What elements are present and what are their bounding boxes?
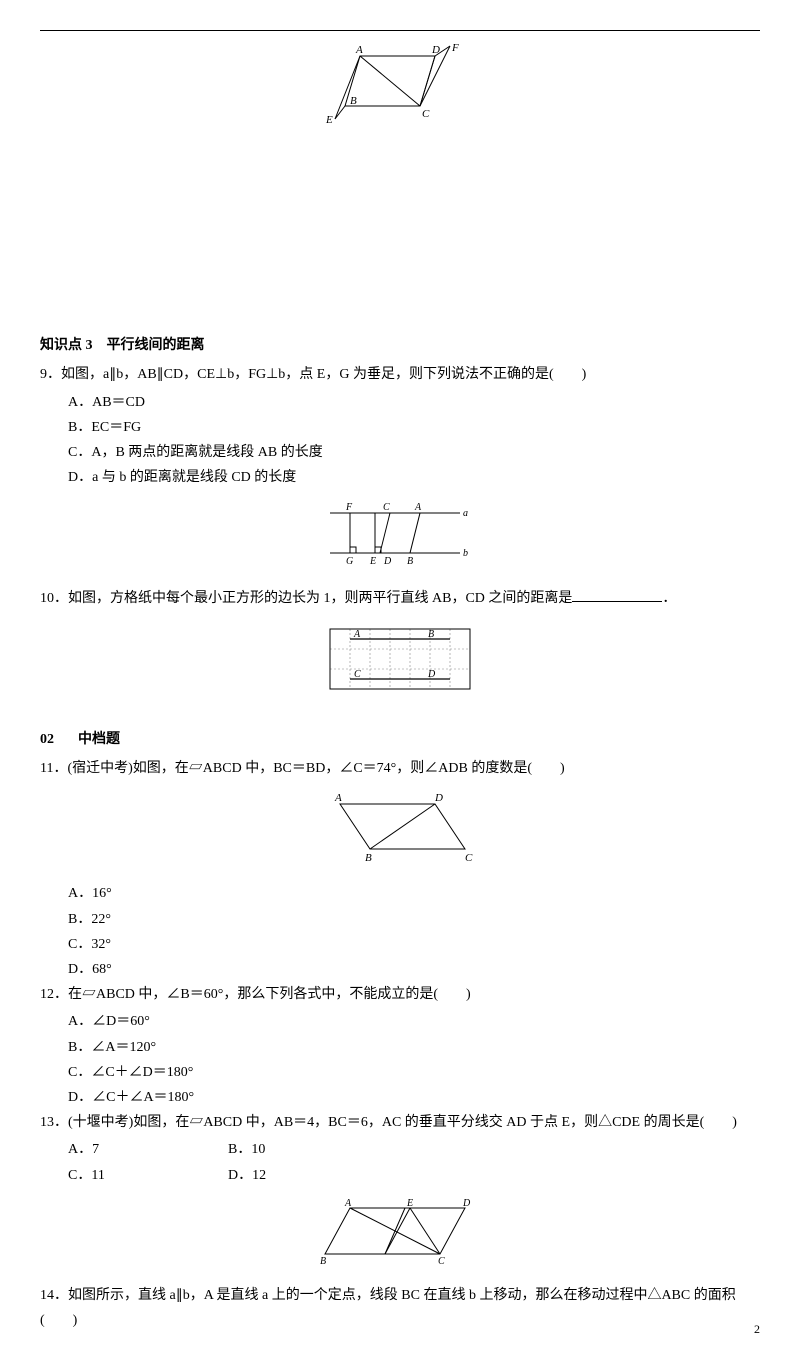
level-num: 02 bbox=[40, 732, 54, 747]
q13-opt-C: C．11 bbox=[68, 1163, 228, 1188]
q12-opt-D: D．∠C＋∠A＝180° bbox=[40, 1085, 760, 1110]
label-B: B bbox=[350, 95, 357, 107]
q12-stem: 12．在▱ABCD 中，∠B＝60°，那么下列各式中，不能成立的是( ) bbox=[40, 982, 760, 1007]
q10-stem-a: 10．如图，方格纸中每个最小正方形的边长为 1，则两平行直线 AB，CD 之间的… bbox=[40, 591, 572, 606]
label-C: C bbox=[422, 108, 430, 120]
q11-opt-B: B．22° bbox=[40, 907, 760, 932]
label-a: a bbox=[463, 508, 468, 519]
figure-q9: F C A a G E D B b bbox=[40, 498, 760, 577]
label-C: C bbox=[465, 852, 473, 864]
q10-blank bbox=[572, 588, 662, 602]
q9-stem: 9．如图，a∥b，AB∥CD，CE⊥b，FG⊥b，点 E，G 为垂足，则下列说法… bbox=[40, 362, 760, 387]
figure-q10-grid: A B C D bbox=[40, 619, 760, 713]
q9-opt-D: D．a 与 b 的距离就是线段 CD 的长度 bbox=[40, 465, 760, 490]
label-B: B bbox=[365, 852, 372, 864]
label-D: D bbox=[462, 1198, 471, 1209]
label-A: A bbox=[334, 792, 342, 804]
label-A: A bbox=[344, 1198, 352, 1209]
label-F: F bbox=[451, 42, 459, 54]
q12-opt-B: B．∠A＝120° bbox=[40, 1035, 760, 1060]
label-B: B bbox=[428, 629, 434, 640]
figure-q13: A E D B C bbox=[40, 1196, 760, 1275]
vertical-gap bbox=[40, 143, 760, 313]
q11-stem: 11．(宿迁中考)如图，在▱ABCD 中，BC＝BD，∠C＝74°，则∠ADB … bbox=[40, 756, 760, 781]
label-B: B bbox=[407, 556, 413, 567]
label-E: E bbox=[369, 556, 376, 567]
q13-opt-A: A．7 bbox=[68, 1137, 228, 1162]
label-D: D bbox=[383, 556, 392, 567]
q14-stem: 14．如图所示，直线 a∥b，A 是直线 a 上的一个定点，线段 BC 在直线 … bbox=[40, 1283, 760, 1333]
q13-opt-B: B．10 bbox=[228, 1137, 388, 1162]
q13-opt-D: D．12 bbox=[228, 1163, 388, 1188]
level-label: 中档题 bbox=[78, 732, 120, 747]
q11-opt-C: C．32° bbox=[40, 932, 760, 957]
label-E: E bbox=[406, 1198, 413, 1209]
label-D: D bbox=[431, 44, 440, 56]
label-G: G bbox=[346, 556, 353, 567]
q9-opt-B: B．EC＝FG bbox=[40, 415, 760, 440]
page-number: 2 bbox=[754, 1319, 760, 1341]
q13-opts-row2: C．11 D．12 bbox=[40, 1163, 760, 1188]
label-C: C bbox=[383, 502, 390, 513]
q9-opt-C: C．A，B 两点的距离就是线段 AB 的长度 bbox=[40, 440, 760, 465]
label-A: A bbox=[353, 629, 361, 640]
page-top-rule bbox=[40, 30, 760, 31]
label-C: C bbox=[438, 1256, 445, 1266]
label-b: b bbox=[463, 548, 468, 559]
label-A: A bbox=[355, 44, 363, 56]
q11-opt-D: D．68° bbox=[40, 957, 760, 982]
label-A: A bbox=[414, 502, 422, 513]
q10-stem: 10．如图，方格纸中每个最小正方形的边长为 1，则两平行直线 AB，CD 之间的… bbox=[40, 586, 760, 611]
q10-stem-b: ． bbox=[662, 591, 676, 606]
figure-top-parallelogram: A D F B C E bbox=[40, 41, 760, 135]
label-D: D bbox=[434, 792, 443, 804]
label-D: D bbox=[427, 669, 436, 680]
section-3-heading: 知识点 3 平行线间的距离 bbox=[40, 333, 760, 358]
q11-opt-A: A．16° bbox=[40, 881, 760, 906]
label-B: B bbox=[320, 1256, 326, 1266]
q13-opts-row1: A．7 B．10 bbox=[40, 1137, 760, 1162]
level-2-heading: 02 中档题 bbox=[40, 727, 760, 752]
label-E: E bbox=[325, 114, 333, 126]
q9-opt-A: A．AB＝CD bbox=[40, 390, 760, 415]
q12-opt-C: C．∠C＋∠D＝180° bbox=[40, 1060, 760, 1085]
label-F: F bbox=[345, 502, 353, 513]
q12-opt-A: A．∠D＝60° bbox=[40, 1009, 760, 1034]
label-C: C bbox=[354, 669, 361, 680]
figure-q11: A D B C bbox=[40, 789, 760, 873]
